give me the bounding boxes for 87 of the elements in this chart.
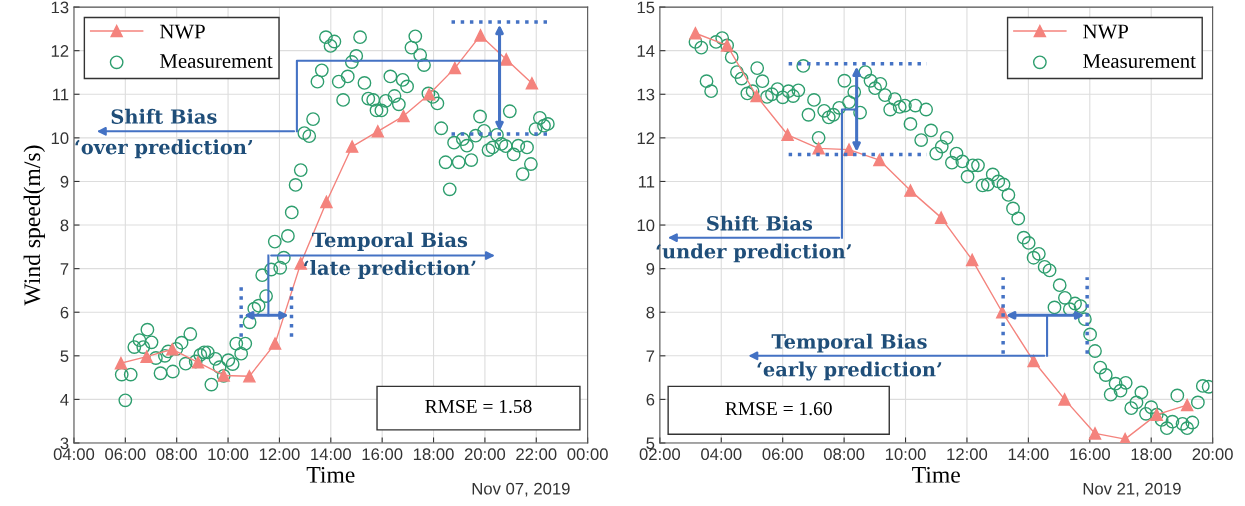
x-tick-label: 00:00 [567,448,608,461]
annotation: Shift Bias [707,215,813,231]
annotation: RMSE = 1.60 [725,402,832,416]
y-tick-label: 3 [60,437,69,450]
point [268,337,282,350]
y-tick-label: 15 [637,1,655,14]
point [345,140,359,153]
point [397,109,410,123]
x-axis-title: Time [306,466,355,483]
point [1088,427,1102,440]
y-tick-label: 7 [646,350,655,362]
x-tick-label: 06:00 [762,448,803,461]
point [243,370,256,383]
y-tick-label: 9 [60,175,69,188]
annotation: ‘under prediction’ [656,243,851,263]
point [689,26,702,40]
y-tick-label: 6 [60,306,69,319]
y-tick-label: 7 [60,263,69,275]
y-tick-label: 12 [637,132,655,144]
point [781,128,794,142]
x-tick-label: 22:00 [516,448,557,461]
x-axis-title: Time [912,466,960,483]
x-tick-label: 08:00 [156,448,197,461]
point [965,253,979,267]
legend-label: NWP [159,24,205,39]
point [873,153,886,167]
y-tick-label: 8 [60,219,69,232]
x-tick-label: 14:00 [311,448,351,461]
point [934,211,948,224]
y-tick-label: 10 [637,219,655,232]
annotation: Temporal Bias [771,333,927,353]
point [140,350,153,363]
point [114,356,128,370]
y-tick-label: 12 [51,45,69,57]
x-tick-label: 04:00 [53,448,95,461]
point [1058,393,1071,406]
legend-label: NWP [1083,24,1129,39]
annotation: Temporal Bias [312,232,468,252]
point [371,125,385,138]
x-tick-label: 10:00 [208,448,249,461]
annotation: RMSE = 1.58 [425,399,532,414]
y-tick-label: 8 [646,306,655,319]
point [166,343,179,356]
x-tick-label: 14:00 [1008,448,1049,461]
y-tick-label: 14 [637,45,655,57]
annotation: ‘late prediction’ [304,260,476,279]
annotation: Shift Bias [111,108,217,124]
point [1180,398,1194,412]
y-tick-label: 5 [646,437,655,450]
point [904,184,917,197]
y-tick-label: 11 [638,176,655,188]
point [525,77,539,90]
x-tick-label: 12:00 [947,448,988,461]
y-axis-title: Wind speed(m/s) [23,145,45,306]
x-tick-label: 16:00 [1070,448,1110,461]
x-tick-label: 16:00 [362,448,403,461]
x-tick-label: 04:00 [701,448,742,461]
point [1027,354,1040,368]
y-tick-label: 13 [637,88,655,101]
point [474,29,487,42]
y-tick-label: 5 [60,350,69,363]
x-tick-label: 18:00 [1131,448,1172,461]
y-tick-label: 10 [51,132,69,145]
x-tick-label: 02:00 [639,448,681,461]
x-tick-label: 08:00 [823,448,865,461]
point [320,195,333,209]
legend-label: Measurement [1083,54,1196,68]
x-tick-label: 20:00 [1192,448,1233,461]
x-tick-label: 18:00 [413,448,454,461]
point [750,89,763,103]
x-tick-label: 06:00 [105,448,146,461]
point [812,142,825,155]
y-tick-label: 4 [60,393,69,406]
point [499,53,513,66]
text: Nov 07, 2019 [472,482,570,497]
x-tick-label: 20:00 [464,448,506,461]
annotation: ‘over prediction’ [75,139,253,159]
y-tick-label: 13 [51,1,69,14]
text: Nov 21, 2019 [1083,482,1181,497]
annotation: ‘early prediction’ [757,361,942,381]
point [448,61,462,75]
legend-label: Measurement [159,54,273,68]
x-tick-label: 10:00 [885,448,926,461]
y-tick-label: 6 [646,393,655,406]
y-tick-label: 11 [53,88,69,101]
y-tick-label: 9 [646,263,655,275]
x-tick-label: 12:00 [259,448,300,461]
